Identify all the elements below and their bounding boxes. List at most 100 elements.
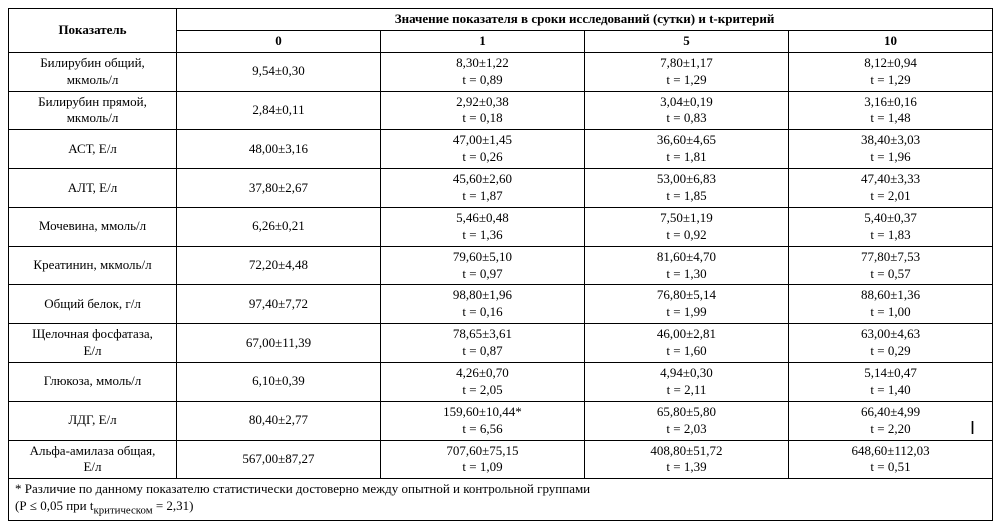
cell-value: 88,60±1,36 xyxy=(861,287,920,302)
cell-tcrit: t = 1,39 xyxy=(666,459,706,474)
cell-tcrit: t = 2,05 xyxy=(462,382,502,397)
cell-tcrit: t = 1,83 xyxy=(870,227,910,242)
value-cell-d10: 5,40±0,37 t = 1,83 xyxy=(789,207,993,246)
value-cell-d0: 37,80±2,67 xyxy=(177,169,381,208)
value-cell-d0: 9,54±0,30 xyxy=(177,52,381,91)
cell-value: 45,60±2,60 xyxy=(453,171,512,186)
cell-tcrit: t = 0,16 xyxy=(462,304,502,319)
cell-value: 707,60±75,15 xyxy=(446,443,518,458)
value-cell-d1: 8,30±1,22t = 0,89 xyxy=(381,52,585,91)
param-cell: Билирубин прямой,мкмоль/л xyxy=(9,91,177,130)
cell-value: 4,26±0,70 xyxy=(456,365,509,380)
cell-tcrit: t = 1,00 xyxy=(870,304,910,319)
value-cell-d0: 6,26±0,21 xyxy=(177,207,381,246)
cell-value: 5,40±0,37 xyxy=(864,210,917,225)
col-header-day-5: 5 xyxy=(585,30,789,52)
value-cell-d10: 77,80±7,53t = 0,57 xyxy=(789,246,993,285)
value-cell-d0: 97,40±7,72 xyxy=(177,285,381,324)
cell-tcrit: t = 0,26 xyxy=(462,149,502,164)
cell-tcrit: t = 1,40 xyxy=(870,382,910,397)
cell-value: 3,16±0,16 xyxy=(864,94,917,109)
cell-value: 66,40±4,99 xyxy=(861,404,920,419)
col-header-parameter: Показатель xyxy=(9,9,177,53)
value-cell-d0: 67,00±11,39 xyxy=(177,324,381,363)
cell-value: 47,40±3,33 xyxy=(861,171,920,186)
cell-value: 159,60±10,44* xyxy=(443,404,522,419)
cell-tcrit: t = 1,60 xyxy=(666,343,706,358)
cell-value: 63,00±4,63 xyxy=(861,326,920,341)
cell-tcrit: t = 0,18 xyxy=(462,110,502,125)
cell-value: 8,12±0,94 xyxy=(864,55,917,70)
table-row: Общий белок, г/л97,40±7,7298,80±1,96t = … xyxy=(9,285,993,324)
value-cell-d0: 48,00±3,16 xyxy=(177,130,381,169)
param-cell: АСТ, Е/л xyxy=(9,130,177,169)
cell-value: 648,60±112,03 xyxy=(851,443,929,458)
value-cell-d0: 2,84±0,11 xyxy=(177,91,381,130)
value-cell-d10: 8,12±0,94 t = 1,29 xyxy=(789,52,993,91)
footnote-line2-prefix: (Р ≤ 0,05 при t xyxy=(15,498,93,513)
value-cell-d5: 3,04±0,19t = 0,83 xyxy=(585,91,789,130)
cell-tcrit: t = 2,01 xyxy=(870,188,910,203)
cell-tcrit: t = 2,03 xyxy=(666,421,706,436)
cell-tcrit: t = 0,97 xyxy=(462,266,502,281)
cell-tcrit: t = 1,29 xyxy=(666,72,706,87)
cell-value: 47,00±1,45 xyxy=(453,132,512,147)
cell-value: 2,92±0,38 xyxy=(456,94,509,109)
cell-tcrit: t = 1,29 xyxy=(870,72,910,87)
value-cell-d10: 47,40±3,33 t = 2,01 xyxy=(789,169,993,208)
footnote-line2-suffix: = 2,31) xyxy=(153,498,194,513)
cell-value: 8,30±1,22 xyxy=(456,55,509,70)
value-cell-d5: 65,80±5,80 t = 2,03 xyxy=(585,401,789,440)
col-header-day-10: 10 xyxy=(789,30,993,52)
cell-value: 3,04±0,19 xyxy=(660,94,713,109)
value-cell-d5: 76,80±5,14t = 1,99 xyxy=(585,285,789,324)
cell-tcrit: t = 0,57 xyxy=(870,266,910,281)
param-cell: Альфа-амилаза общая,Е/л xyxy=(9,440,177,479)
value-cell-d5: 46,00±2,81t = 1,60 xyxy=(585,324,789,363)
cell-tcrit: t = 2,20 xyxy=(870,421,910,436)
cell-tcrit: t = 1,36 xyxy=(462,227,502,242)
param-cell: ЛДГ, Е/л xyxy=(9,401,177,440)
cell-value: 65,80±5,80 xyxy=(657,404,716,419)
value-cell-d1: 78,65±3,61 t = 0,87 xyxy=(381,324,585,363)
value-cell-d1: 707,60±75,15t = 1,09 xyxy=(381,440,585,479)
value-cell-d0: 6,10±0,39 xyxy=(177,363,381,402)
table-row: ЛДГ, Е/л80,40±2,77159,60±10,44*t = 6,566… xyxy=(9,401,993,440)
cell-tcrit: t = 1,30 xyxy=(666,266,706,281)
cell-tcrit: t = 1,87 xyxy=(462,188,502,203)
cell-value: 5,14±0,47 xyxy=(864,365,917,380)
cell-value: 53,00±6,83 xyxy=(657,171,716,186)
cell-value: 408,80±51,72 xyxy=(650,443,722,458)
value-cell-d5: 7,50±1,19t = 0,92 xyxy=(585,207,789,246)
value-cell-d1: 98,80±1,96 t = 0,16 xyxy=(381,285,585,324)
cell-tcrit: t = 0,87 xyxy=(462,343,502,358)
param-cell: Мочевина, ммоль/л xyxy=(9,207,177,246)
value-cell-d1: 4,26±0,70 t = 2,05 xyxy=(381,363,585,402)
cell-value: 81,60±4,70 xyxy=(657,249,716,264)
cell-tcrit: t = 0,29 xyxy=(870,343,910,358)
col-header-day-1: 1 xyxy=(381,30,585,52)
cell-tcrit: t = 1,96 xyxy=(870,149,910,164)
cell-value: 78,65±3,61 xyxy=(453,326,512,341)
cell-tcrit: t = 1,48 xyxy=(870,110,910,125)
value-cell-d10: 38,40±3,03t = 1,96 xyxy=(789,130,993,169)
col-header-group: Значение показателя в сроки исследований… xyxy=(177,9,993,31)
table-row: Креатинин, мкмоль/л72,20±4,4879,60±5,10t… xyxy=(9,246,993,285)
value-cell-d10: 5,14±0,47 t = 1,40 xyxy=(789,363,993,402)
cell-tcrit: t = 1,09 xyxy=(462,459,502,474)
footnote-row: * Различие по данному показателю статист… xyxy=(9,479,993,521)
cell-tcrit: t = 1,85 xyxy=(666,188,706,203)
biochemistry-table: Показатель Значение показателя в сроки и… xyxy=(8,8,993,521)
value-cell-d10: 66,40±4,99 t = 2,20 xyxy=(789,401,993,440)
param-cell: Глюкоза, ммоль/л xyxy=(9,363,177,402)
value-cell-d10: 3,16±0,16t = 1,48 xyxy=(789,91,993,130)
table-row: Альфа-амилаза общая,Е/л567,00±87,27707,6… xyxy=(9,440,993,479)
cell-value: 98,80±1,96 xyxy=(453,287,512,302)
cell-value: 79,60±5,10 xyxy=(453,249,512,264)
value-cell-d1: 45,60±2,60 t = 1,87 xyxy=(381,169,585,208)
value-cell-d5: 36,60±4,65t = 1,81 xyxy=(585,130,789,169)
value-cell-d1: 79,60±5,10 t = 0,97 xyxy=(381,246,585,285)
param-cell: Щелочная фосфатаза,Е/л xyxy=(9,324,177,363)
value-cell-d5: 7,80±1,17t = 1,29 xyxy=(585,52,789,91)
table-row: АЛТ, Е/л37,80±2,6745,60±2,60t = 1,8753,0… xyxy=(9,169,993,208)
